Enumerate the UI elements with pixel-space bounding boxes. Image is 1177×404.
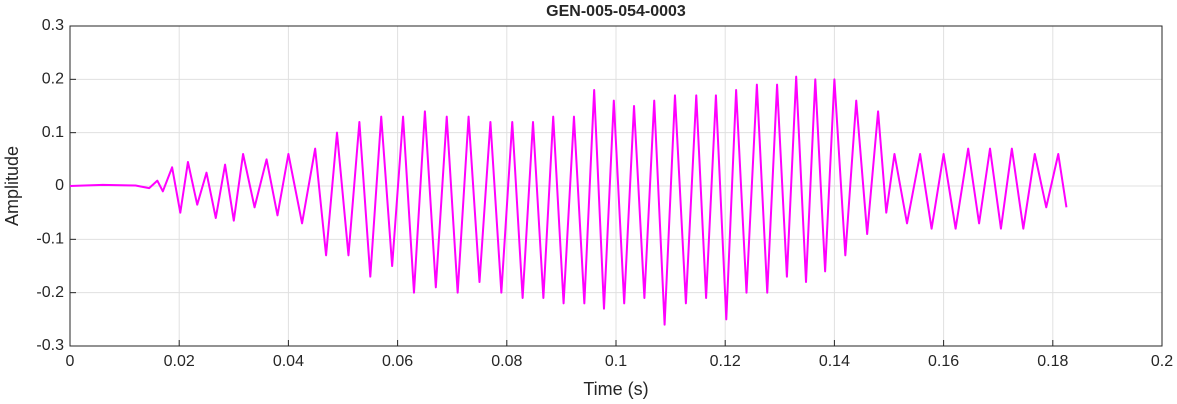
y-axis-label: Amplitude [2, 146, 22, 226]
y-tick-label: -0.2 [36, 284, 64, 301]
x-tick-label: 0.14 [819, 353, 850, 370]
chart-title: GEN-005-054-0003 [546, 3, 686, 20]
y-tick-label: 0.2 [42, 71, 64, 88]
x-tick-label: 0.16 [928, 353, 959, 370]
signal-line [69, 75, 1068, 326]
y-tick-label: -0.1 [36, 231, 64, 248]
y-tick-label: -0.3 [36, 337, 64, 354]
x-tick-label: 0.18 [1037, 353, 1068, 370]
y-tick-label: 0.3 [42, 17, 64, 34]
y-tick-label: 0.1 [42, 124, 64, 141]
x-tick-label: 0.06 [382, 353, 413, 370]
x-tick-label: 0.08 [491, 353, 522, 370]
x-axis-label: Time (s) [583, 379, 648, 399]
x-tick-label: 0.2 [1151, 353, 1173, 370]
x-tick-label: 0 [66, 353, 75, 370]
x-tick-label: 0.04 [273, 353, 304, 370]
x-tick-label: 0.02 [164, 353, 195, 370]
x-tick-label: 0.12 [710, 353, 741, 370]
y-tick-label: 0 [55, 177, 64, 194]
x-tick-label: 0.1 [605, 353, 627, 370]
